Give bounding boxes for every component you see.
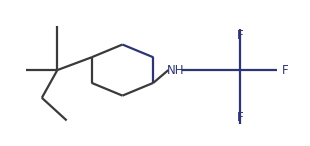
Text: F: F [282, 64, 289, 77]
Text: F: F [237, 111, 244, 124]
Text: F: F [237, 29, 244, 42]
Text: NH: NH [166, 64, 184, 77]
